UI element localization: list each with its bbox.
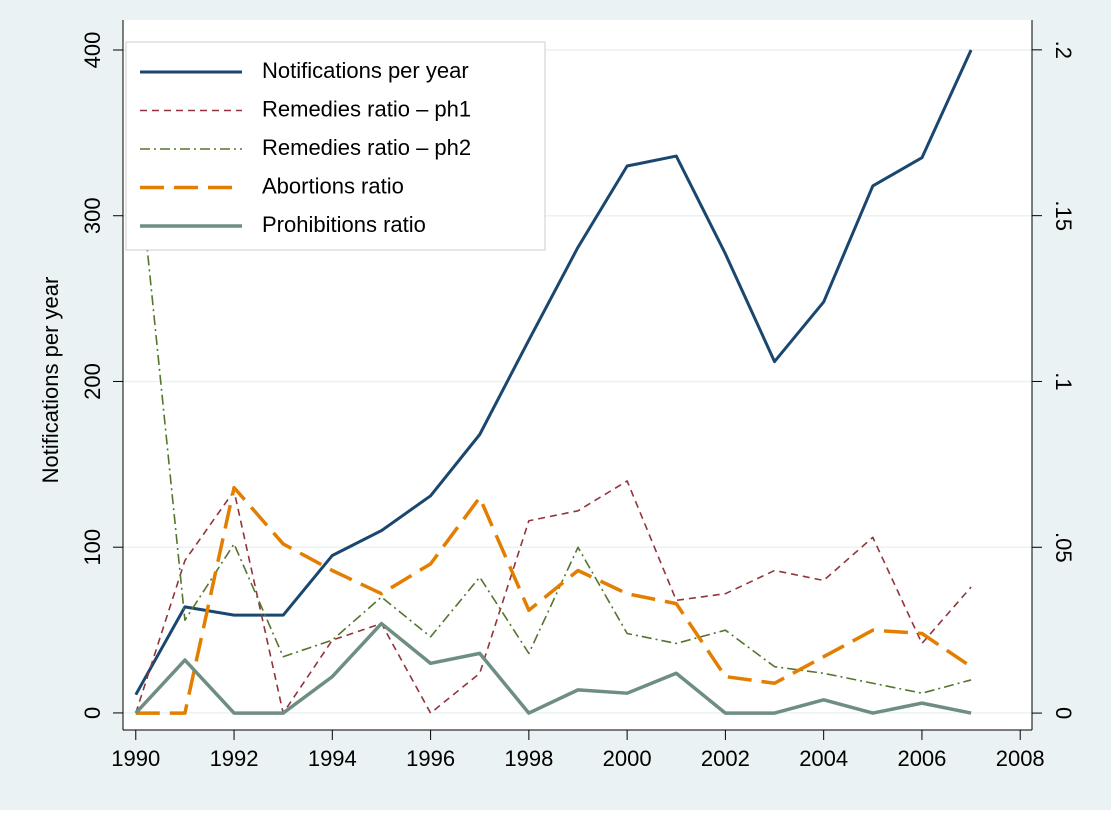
legend-label: Remedies ratio – ph1 — [262, 96, 471, 121]
y-tick-label: 100 — [80, 529, 105, 566]
series-line — [134, 621, 972, 715]
legend-label: Remedies ratio – ph2 — [262, 135, 471, 160]
y-tick-label: 200 — [80, 363, 105, 400]
x-tick-label: 1992 — [210, 746, 259, 771]
legend-label: Abortions ratio — [262, 173, 404, 198]
series-line — [134, 135, 972, 694]
legend-box — [125, 41, 546, 251]
y2-tick-label: .1 — [1051, 372, 1076, 390]
y2-tick-label: .05 — [1051, 532, 1076, 563]
x-tick-label: 2000 — [603, 746, 652, 771]
y-tick-label: 300 — [80, 197, 105, 234]
x-tick-label: 1996 — [406, 746, 455, 771]
y-tick-label: 0 — [80, 707, 105, 719]
y-tick-label: 400 — [80, 32, 105, 69]
x-tick-label: 2002 — [701, 746, 750, 771]
series-line — [134, 49, 973, 696]
x-tick-label: 1998 — [504, 746, 553, 771]
x-tick-label: 2004 — [799, 746, 848, 771]
x-tick-label: 1994 — [308, 746, 357, 771]
y2-tick-label: 0 — [1051, 707, 1076, 719]
y2-tick-label: .2 — [1051, 41, 1076, 59]
y2-tick-label: .15 — [1051, 200, 1076, 231]
legend-label: Notifications per year — [262, 58, 469, 83]
x-tick-label: 1990 — [111, 746, 160, 771]
legend-label: Prohibitions ratio — [262, 212, 426, 237]
series-line — [135, 480, 972, 714]
x-tick-label: 2006 — [897, 746, 946, 771]
series-line — [135, 485, 973, 715]
legend: Notifications per year Remedies ratio – p… — [125, 41, 546, 251]
y-axis-title: Notifications per year — [38, 277, 63, 484]
x-tick-label: 2008 — [996, 746, 1045, 771]
